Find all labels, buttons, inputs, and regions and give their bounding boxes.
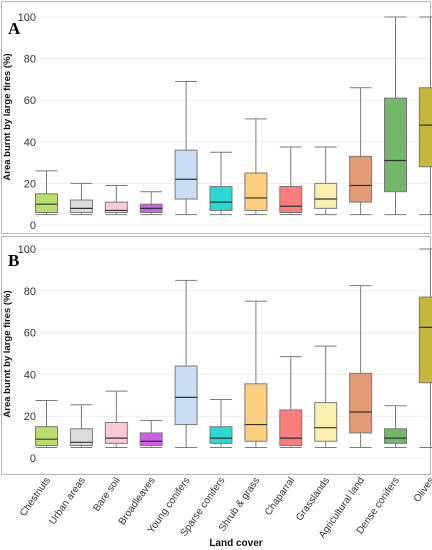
box-young-conifers bbox=[174, 279, 198, 449]
y-tick-label: 60 bbox=[24, 328, 36, 340]
box-iqr bbox=[139, 432, 163, 446]
y-tick-label: 100 bbox=[18, 244, 36, 256]
x-tick-label: Chestnuts bbox=[18, 475, 53, 518]
y-tick-label: 60 bbox=[24, 95, 36, 107]
box-iqr bbox=[104, 421, 128, 444]
box-iqr bbox=[35, 426, 58, 446]
box-iqr bbox=[418, 87, 432, 168]
y-tick-label: 20 bbox=[24, 178, 36, 190]
box-young-conifers bbox=[174, 80, 198, 216]
box-urban-areas bbox=[69, 404, 93, 449]
box-iqr bbox=[314, 182, 338, 209]
box-olives bbox=[418, 248, 432, 449]
x-tick-label: Bare soil bbox=[91, 475, 122, 513]
box-dense-conifers bbox=[384, 405, 407, 449]
box-iqr bbox=[349, 372, 373, 434]
y-tick-label: 0 bbox=[30, 220, 36, 232]
box-iqr bbox=[279, 409, 303, 446]
box-broadleaves bbox=[139, 419, 163, 449]
panel-label: B bbox=[8, 251, 19, 270]
box-urban-areas bbox=[69, 182, 93, 216]
box-dense-conifers bbox=[384, 16, 407, 216]
box-iqr bbox=[418, 296, 432, 384]
box-sparse-conifers bbox=[209, 398, 233, 449]
box-agricultural-land bbox=[349, 87, 373, 216]
box-iqr bbox=[384, 428, 407, 444]
x-tick-label: Grasslands bbox=[294, 475, 332, 523]
x-tick-label: Urban areas bbox=[47, 475, 88, 526]
y-tick-label: 100 bbox=[18, 12, 36, 24]
box-sparse-conifers bbox=[209, 151, 233, 216]
x-tick-label: Olives bbox=[412, 475, 432, 504]
box-iqr bbox=[384, 97, 407, 193]
box-bare-soil bbox=[104, 184, 128, 216]
box-olives bbox=[418, 16, 432, 216]
box-grasslands bbox=[314, 345, 338, 449]
y-tick-label: 40 bbox=[24, 137, 36, 149]
box-grasslands bbox=[314, 146, 338, 216]
box-iqr bbox=[69, 428, 93, 446]
box-iqr bbox=[209, 426, 233, 444]
box-agricultural-land bbox=[349, 285, 373, 449]
box-chaparral bbox=[279, 356, 303, 449]
y-axis-title: Area burnt by large fires (%) bbox=[2, 290, 13, 417]
x-axis-title: Land cover bbox=[209, 538, 262, 549]
box-iqr bbox=[174, 365, 198, 426]
y-tick-label: 0 bbox=[30, 453, 36, 465]
y-axis-title: Area burnt by large fires (%) bbox=[2, 53, 13, 180]
box-chaparral bbox=[279, 146, 303, 216]
box-iqr bbox=[314, 402, 338, 442]
box-bare-soil bbox=[104, 390, 128, 449]
box-iqr bbox=[244, 383, 268, 442]
box-iqr bbox=[104, 201, 128, 214]
x-tick-label: Chaparral bbox=[263, 475, 297, 517]
panel-label: A bbox=[8, 19, 21, 38]
box-iqr bbox=[69, 199, 93, 214]
box-chestnuts bbox=[35, 170, 58, 216]
box-chestnuts bbox=[35, 400, 58, 449]
box-shrub-grass bbox=[244, 300, 268, 449]
y-tick-label: 20 bbox=[24, 411, 36, 423]
box-iqr bbox=[209, 186, 233, 211]
box-shrub-grass bbox=[244, 118, 268, 216]
y-tick-label: 80 bbox=[24, 54, 36, 66]
y-tick-label: 40 bbox=[24, 369, 36, 381]
box-broadleaves bbox=[139, 191, 163, 216]
box-iqr bbox=[279, 186, 303, 214]
box-iqr bbox=[35, 193, 58, 214]
box-iqr bbox=[244, 172, 268, 211]
y-tick-label: 80 bbox=[24, 286, 36, 298]
box-iqr bbox=[349, 155, 373, 203]
box-iqr bbox=[174, 149, 198, 200]
